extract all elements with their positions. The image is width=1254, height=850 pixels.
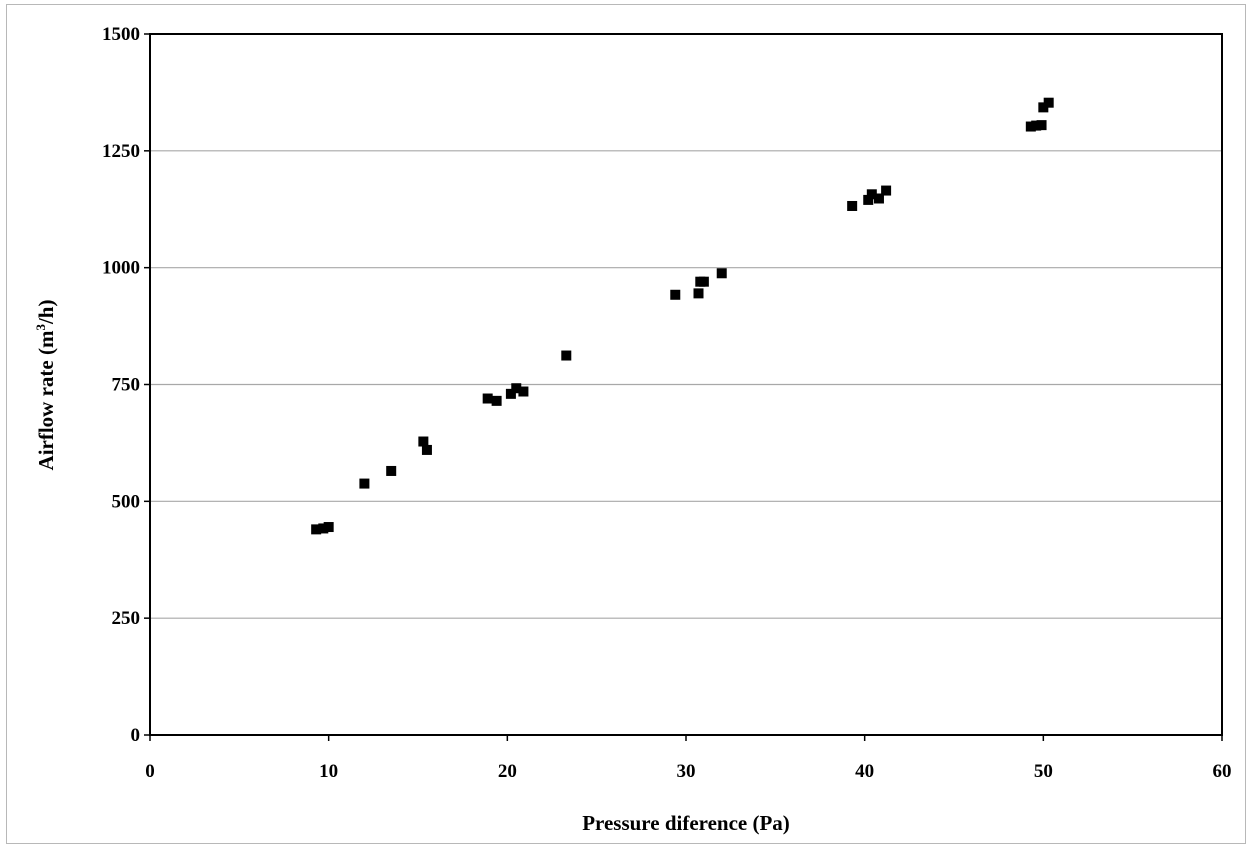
data-point <box>421 444 432 455</box>
data-point <box>881 185 892 196</box>
y-axis-title-tail: /h) <box>34 300 58 326</box>
y-tick-label: 1250 <box>102 141 140 162</box>
data-point <box>359 478 370 489</box>
y-axis-tick-labels: 0 250 500 750 1000 1250 1500 <box>102 24 140 746</box>
data-point <box>1031 120 1042 131</box>
data-point <box>511 383 522 394</box>
data-point <box>873 193 884 204</box>
data-point <box>693 288 704 299</box>
data-point <box>311 524 322 535</box>
data-point <box>866 189 877 200</box>
data-point <box>698 276 709 287</box>
scatter-chart: 0 10 20 30 40 50 60 0 250 500 750 1000 1250 1500 Pre… <box>33 24 1232 835</box>
y-axis-title-superscript: 3 <box>33 324 48 331</box>
data-point <box>418 436 429 447</box>
data-point <box>491 395 502 406</box>
chart-frame: 0 10 20 30 40 50 60 0 250 500 750 1000 1250 1500 Pre… <box>6 4 1246 844</box>
y-tick-label: 1500 <box>102 24 140 45</box>
grid-lines <box>150 150 1222 619</box>
data-point <box>1025 121 1036 132</box>
y-axis-title-main: Airflow rate (m <box>34 330 58 470</box>
y-tick-label: 750 <box>112 375 141 396</box>
data-point <box>386 465 397 476</box>
y-tick-label: 250 <box>112 608 141 629</box>
data-point <box>670 289 681 300</box>
x-tick-label: 40 <box>855 761 874 782</box>
data-point <box>1036 120 1047 131</box>
y-tick-label: 1000 <box>102 258 140 279</box>
axis-ticks <box>144 33 1223 741</box>
data-points <box>311 97 1054 535</box>
data-point <box>318 523 329 534</box>
data-point <box>482 393 493 404</box>
data-point <box>323 522 334 533</box>
data-point <box>518 386 529 397</box>
data-point <box>1038 102 1049 113</box>
data-point <box>847 200 858 211</box>
y-axis-title: Airflow rate (m3/h) <box>33 300 58 471</box>
data-point <box>561 350 572 361</box>
x-tick-label: 50 <box>1034 761 1053 782</box>
data-point <box>505 388 516 399</box>
x-tick-label: 0 <box>145 761 155 782</box>
x-tick-label: 20 <box>498 761 517 782</box>
x-tick-label: 60 <box>1213 761 1232 782</box>
x-axis-tick-labels: 0 10 20 30 40 50 60 <box>145 761 1231 782</box>
data-point <box>863 194 874 205</box>
data-point <box>716 268 727 279</box>
x-axis-title: Pressure diference (Pa) <box>582 811 790 835</box>
x-tick-label: 30 <box>677 761 696 782</box>
y-tick-label: 500 <box>112 491 141 512</box>
y-tick-label: 0 <box>131 725 141 746</box>
data-point <box>1043 97 1054 108</box>
x-tick-label: 10 <box>319 761 338 782</box>
